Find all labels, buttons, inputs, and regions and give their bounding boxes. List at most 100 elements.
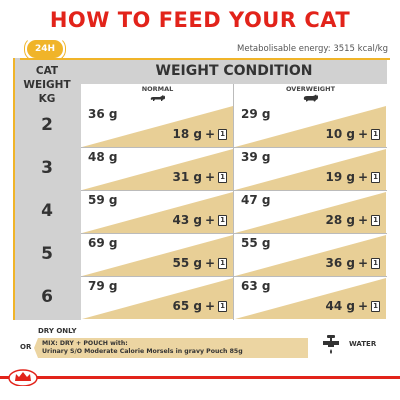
cat-weight-value: 5: [41, 244, 53, 264]
overweight-cell-bg: [235, 192, 386, 233]
plus-sign: +: [204, 170, 215, 184]
normal-mix-amount: 55 g: [172, 256, 202, 270]
normal-mix-amount: 18 g: [172, 127, 202, 141]
pouch-icon: 1: [218, 300, 227, 312]
normal-cell-bg: [82, 235, 233, 276]
plus-sign: +: [357, 170, 368, 184]
normal-dry-amount: 36 g: [88, 107, 118, 121]
row-separator: [81, 276, 387, 277]
overweight-cell-fill: [235, 235, 386, 276]
overweight-dry-amount: 63 g: [241, 279, 271, 293]
cat-weight-header-line2: WEIGHT: [23, 79, 71, 91]
normal-cell-bg: [82, 278, 233, 319]
normal-mix-amount-group: 65 g +1: [172, 299, 227, 313]
weight-condition-header: WEIGHT CONDITION: [155, 63, 313, 79]
normal-cell-bg: [82, 192, 233, 233]
normal-cell-bg: [82, 106, 233, 147]
table-row: 2 36 g 18 g +1 29 g 10 g +1: [13, 104, 387, 147]
cat-weight-value: 2: [41, 115, 53, 135]
row-separator: [81, 233, 387, 234]
overweight-cell: 47 g 28 g +1: [235, 190, 386, 233]
normal-header: NORMAL: [81, 84, 234, 104]
normal-cell: 69 g 55 g +1: [82, 233, 233, 276]
overweight-mix-amount-group: 36 g +1: [325, 256, 380, 270]
left-accent-line: [13, 58, 15, 320]
normal-cell-fill: [82, 192, 233, 233]
overweight-cell-bg: [235, 278, 386, 319]
table-row: 3 48 g 31 g +1 39 g 19 g +1: [13, 147, 387, 190]
mix-legend: MIX: DRY + POUCH with: Urinary S/O Moder…: [34, 338, 308, 358]
normal-mix-amount: 31 g: [172, 170, 202, 184]
normal-dry-amount: 69 g: [88, 236, 118, 250]
row-separator: [81, 147, 387, 148]
overweight-cell-fill: [235, 149, 386, 190]
footer-red-line: [0, 376, 400, 379]
overweight-cell-bg: [235, 235, 386, 276]
faucet-icon: [323, 335, 339, 354]
overweight-cell: 29 g 10 g +1: [235, 104, 386, 147]
normal-mix-amount: 65 g: [172, 299, 202, 313]
24h-clock-icon: 24H: [24, 37, 66, 61]
normal-cell: 48 g 31 g +1: [82, 147, 233, 190]
overweight-cell-fill: [235, 192, 386, 233]
normal-cat-icon: [150, 95, 165, 101]
cat-weight-header-line1: CAT: [35, 65, 59, 77]
cat-weight-header-line3: KG: [38, 93, 56, 105]
overweight-mix-amount: 10 g: [325, 127, 355, 141]
normal-cell-fill: [82, 278, 233, 319]
overweight-mix-amount: 44 g: [325, 299, 355, 313]
metabolisable-energy: Metabolisable energy: 3515 kcal/kg: [237, 44, 388, 54]
plus-sign: +: [204, 127, 215, 141]
normal-dry-amount: 48 g: [88, 150, 118, 164]
top-accent-line: [20, 58, 390, 60]
royal-canin-crown-logo: [8, 369, 38, 386]
normal-mix-amount-group: 31 g +1: [172, 170, 227, 184]
or-label: OR: [20, 343, 32, 351]
normal-cell: 79 g 65 g +1: [82, 276, 233, 319]
overweight-mix-amount-group: 44 g +1: [325, 299, 380, 313]
row-separator: [81, 190, 387, 191]
overweight-mix-amount: 28 g: [325, 213, 355, 227]
plus-sign: +: [204, 299, 215, 313]
mix-legend-line2: Urinary S/O Moderate Calorie Morsels in …: [42, 348, 243, 355]
mix-legend-line1: MIX: DRY + POUCH with:: [42, 340, 128, 347]
pouch-icon: 1: [218, 128, 227, 140]
overweight-header: OVERWEIGHT: [234, 84, 387, 104]
normal-cell-fill: [82, 149, 233, 190]
water-label: WATER: [349, 340, 377, 348]
pouch-icon: 1: [371, 300, 380, 312]
overweight-cell-fill: [235, 278, 386, 319]
pouch-icon: 1: [371, 257, 380, 269]
normal-cell: 36 g 18 g +1: [82, 104, 233, 147]
overweight-cell-bg: [235, 149, 386, 190]
plus-sign: +: [357, 127, 368, 141]
normal-label: NORMAL: [141, 85, 174, 93]
plus-sign: +: [204, 256, 215, 270]
table-row: 6 79 g 65 g +1 63 g 44 g +1: [13, 276, 387, 319]
weight-condition-header-bg: [81, 58, 387, 84]
page-title: HOW TO FEED YOUR CAT: [49, 8, 351, 32]
pouch-icon: 1: [218, 257, 227, 269]
column-divider: [233, 84, 234, 320]
pouch-icon: 1: [371, 214, 380, 226]
normal-cell-fill: [82, 235, 233, 276]
normal-cell-bg: [82, 149, 233, 190]
cat-weight-value: 3: [41, 158, 53, 178]
normal-cell: 59 g 43 g +1: [82, 190, 233, 233]
pouch-icon: 1: [218, 171, 227, 183]
overweight-cell: 63 g 44 g +1: [235, 276, 386, 319]
overweight-cell: 55 g 36 g +1: [235, 233, 386, 276]
dry-only-legend: DRY ONLY: [38, 327, 77, 335]
overweight-dry-amount: 29 g: [241, 107, 271, 121]
overweight-cell-fill: [235, 106, 386, 147]
normal-mix-amount: 43 g: [172, 213, 202, 227]
normal-dry-amount: 79 g: [88, 279, 118, 293]
overweight-cell: 39 g 19 g +1: [235, 147, 386, 190]
plus-sign: +: [204, 213, 215, 227]
plus-sign: +: [357, 299, 368, 313]
pouch-icon: 1: [371, 128, 380, 140]
overweight-cell-bg: [235, 106, 386, 147]
pouch-icon: 1: [371, 171, 380, 183]
plus-sign: +: [357, 213, 368, 227]
normal-mix-amount-group: 55 g +1: [172, 256, 227, 270]
